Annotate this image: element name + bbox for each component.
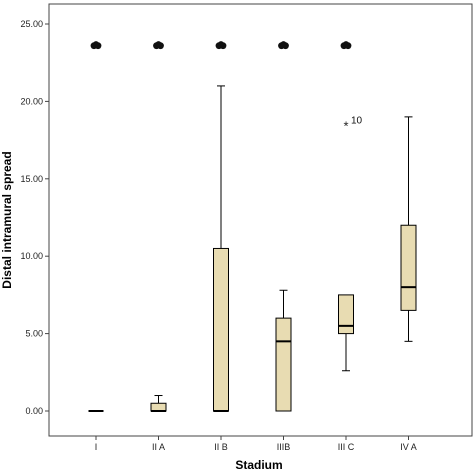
top-marker-dot bbox=[280, 41, 287, 48]
y-axis: 0.00 5.00 10.00 15.00 20.00 25.00 bbox=[20, 19, 49, 416]
x-tick-label: II A bbox=[152, 442, 165, 452]
box-group bbox=[275, 289, 292, 412]
top-marker-dot bbox=[218, 41, 224, 48]
plot-frame bbox=[48, 3, 473, 437]
box-iqr bbox=[275, 317, 292, 412]
marker-layer: * 10 bbox=[90, 41, 363, 134]
y-axis-title: Distal intramural spread bbox=[0, 151, 14, 288]
box-group bbox=[213, 85, 229, 412]
y-tick-label: 10.00 bbox=[20, 251, 43, 261]
top-marker bbox=[340, 41, 352, 50]
x-axis: I II A II B IIIB III C IV A bbox=[95, 436, 417, 452]
x-tick-label: II B bbox=[214, 442, 228, 452]
y-tick-label: 15.00 bbox=[20, 174, 43, 184]
top-marker bbox=[153, 41, 164, 50]
box-iqr bbox=[213, 247, 229, 412]
box-iqr bbox=[400, 224, 417, 311]
y-tick-label: 20.00 bbox=[20, 96, 43, 106]
x-tick-label: IV A bbox=[400, 442, 417, 452]
y-tick-label: 25.00 bbox=[20, 19, 43, 29]
y-tick-label: 0.00 bbox=[25, 406, 43, 416]
box-iqr bbox=[150, 402, 167, 412]
top-marker bbox=[215, 41, 227, 50]
box-series bbox=[88, 85, 417, 412]
outlier-marker: * bbox=[343, 119, 348, 134]
outlier-label: 10 bbox=[351, 116, 363, 127]
y-tick-label: 5.00 bbox=[25, 329, 43, 339]
top-marker-dot bbox=[93, 41, 99, 48]
box-group bbox=[400, 116, 417, 342]
top-marker-dot bbox=[155, 41, 162, 48]
box-iqr bbox=[338, 294, 354, 335]
box-group bbox=[338, 294, 354, 372]
x-tick-label: III C bbox=[338, 442, 355, 452]
box-group bbox=[150, 395, 167, 412]
top-marker bbox=[278, 41, 289, 50]
x-tick-label: I bbox=[95, 442, 98, 452]
x-axis-title: Stadium bbox=[235, 458, 282, 472]
x-tick-label: IIIB bbox=[277, 442, 291, 452]
top-marker bbox=[90, 41, 102, 50]
top-marker-dot bbox=[343, 41, 349, 48]
